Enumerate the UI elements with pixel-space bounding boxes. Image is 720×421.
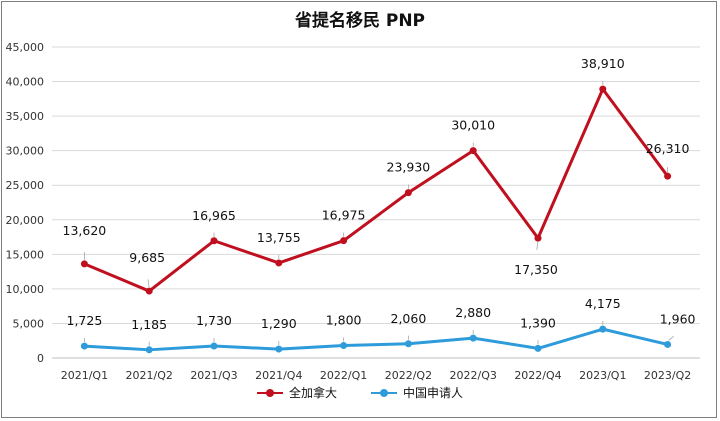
data-point	[275, 345, 283, 353]
data-label: 1,960	[660, 311, 696, 326]
x-tick-label: 2021/Q4	[255, 369, 302, 382]
data-label: 17,350	[514, 262, 558, 277]
data-point	[210, 342, 218, 350]
legend-item-canada: 全加拿大	[256, 384, 337, 401]
data-point	[599, 85, 607, 93]
data-point	[275, 259, 283, 267]
data-label: 1,800	[326, 313, 362, 328]
data-label: 16,975	[322, 208, 366, 223]
data-label: 1,185	[131, 317, 167, 332]
data-label: 30,010	[451, 118, 495, 133]
data-point	[340, 342, 348, 350]
x-tick-label: 2022/Q4	[514, 369, 561, 382]
data-label: 9,685	[129, 250, 165, 265]
data-point	[210, 237, 218, 245]
series-line-1	[84, 327, 668, 352]
leader-line	[536, 242, 539, 250]
legend-item-china: 中国申请人	[371, 384, 463, 401]
data-label: 26,310	[646, 141, 690, 156]
data-point	[469, 334, 477, 342]
data-point	[340, 237, 348, 245]
x-tick-label: 2021/Q1	[61, 369, 108, 382]
data-point	[664, 340, 672, 348]
x-tick-label: 2021/Q2	[126, 369, 173, 382]
data-label: 4,175	[585, 296, 621, 311]
data-point	[80, 342, 88, 350]
data-label: 13,755	[257, 230, 301, 245]
leader-line	[668, 336, 674, 341]
data-label: 38,910	[581, 56, 625, 71]
legend-swatch-canada	[256, 388, 283, 398]
x-tick-label: 2022/Q3	[450, 369, 497, 382]
y-tick-label: 45,000	[6, 41, 45, 54]
data-label: 2,880	[455, 305, 491, 320]
y-tick-label: 25,000	[6, 179, 45, 192]
data-point	[145, 346, 153, 354]
x-tick-label: 2022/Q2	[385, 369, 432, 382]
y-tick-label: 20,000	[6, 214, 45, 227]
data-label: 1,725	[67, 313, 103, 328]
y-tick-label: 15,000	[6, 248, 45, 261]
legend-label-canada: 全加拿大	[288, 386, 337, 400]
data-label: 23,930	[387, 160, 431, 175]
data-point	[145, 287, 153, 295]
x-tick-label: 2022/Q1	[320, 369, 367, 382]
data-point	[599, 325, 607, 333]
series-line-0	[83, 87, 669, 293]
data-label: 16,965	[192, 208, 236, 223]
leader-line	[147, 279, 150, 288]
data-label: 2,060	[391, 311, 427, 326]
x-tick-label: 2023/Q2	[644, 369, 691, 382]
data-point	[664, 172, 672, 180]
data-point	[534, 234, 542, 242]
y-tick-label: 5,000	[13, 317, 45, 330]
data-point	[404, 189, 412, 197]
data-point	[404, 340, 412, 348]
data-point	[80, 260, 88, 268]
legend-swatch-china	[371, 388, 397, 398]
y-tick-label: 40,000	[6, 76, 45, 89]
y-tick-label: 10,000	[6, 283, 45, 296]
x-tick-label: 2023/Q1	[579, 369, 626, 382]
data-point	[534, 344, 542, 352]
chart-title: 省提名移民 PNP	[294, 11, 426, 31]
data-label: 13,620	[63, 223, 107, 238]
data-label: 1,390	[520, 315, 556, 330]
data-point	[469, 147, 477, 155]
y-tick-label: 0	[37, 352, 44, 365]
data-label: 1,730	[196, 313, 232, 328]
y-tick-label: 35,000	[6, 110, 45, 123]
x-tick-label: 2021/Q3	[190, 369, 237, 382]
chart-legend: 全加拿大 中国申请人	[0, 384, 720, 401]
data-label: 1,290	[261, 316, 297, 331]
y-tick-label: 30,000	[6, 145, 45, 158]
legend-label-china: 中国申请人	[403, 386, 464, 400]
